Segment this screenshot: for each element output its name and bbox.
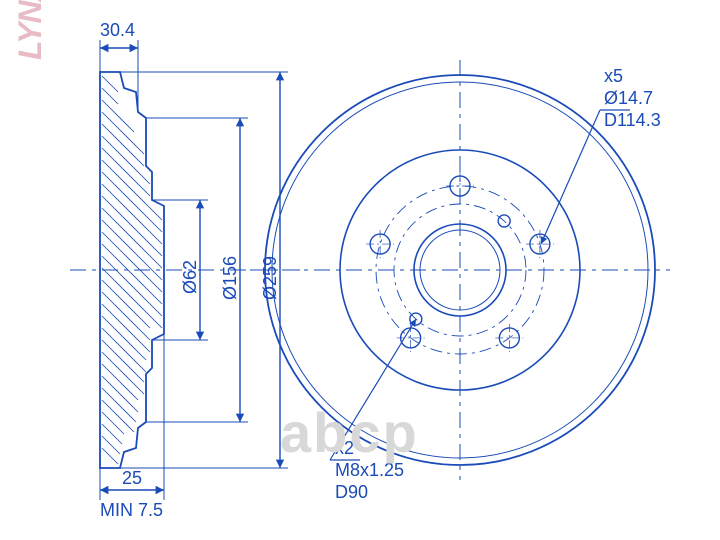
bore-circle xyxy=(414,224,506,316)
bolt-dia: Ø14.7 xyxy=(604,88,653,108)
dim-min: MIN 7.5 xyxy=(100,500,163,520)
dim-top-width: 30.4 xyxy=(100,20,135,40)
bolt-x5: x5 xyxy=(604,66,623,86)
tech-drawing: { "logo": "LYNX", "watermark": "abcp", "… xyxy=(0,0,720,540)
dim-d62: Ø62 xyxy=(180,260,200,294)
dim-d156: Ø156 xyxy=(220,256,240,300)
watermark: abcp xyxy=(280,400,419,465)
logo: LYNX xyxy=(12,0,49,60)
bolt-pcd-label: D114.3 xyxy=(604,110,661,130)
dim-d259: Ø259 xyxy=(260,256,280,300)
screw-pcd-label: D90 xyxy=(335,482,368,502)
dim-hub-width: 25 xyxy=(122,468,142,488)
